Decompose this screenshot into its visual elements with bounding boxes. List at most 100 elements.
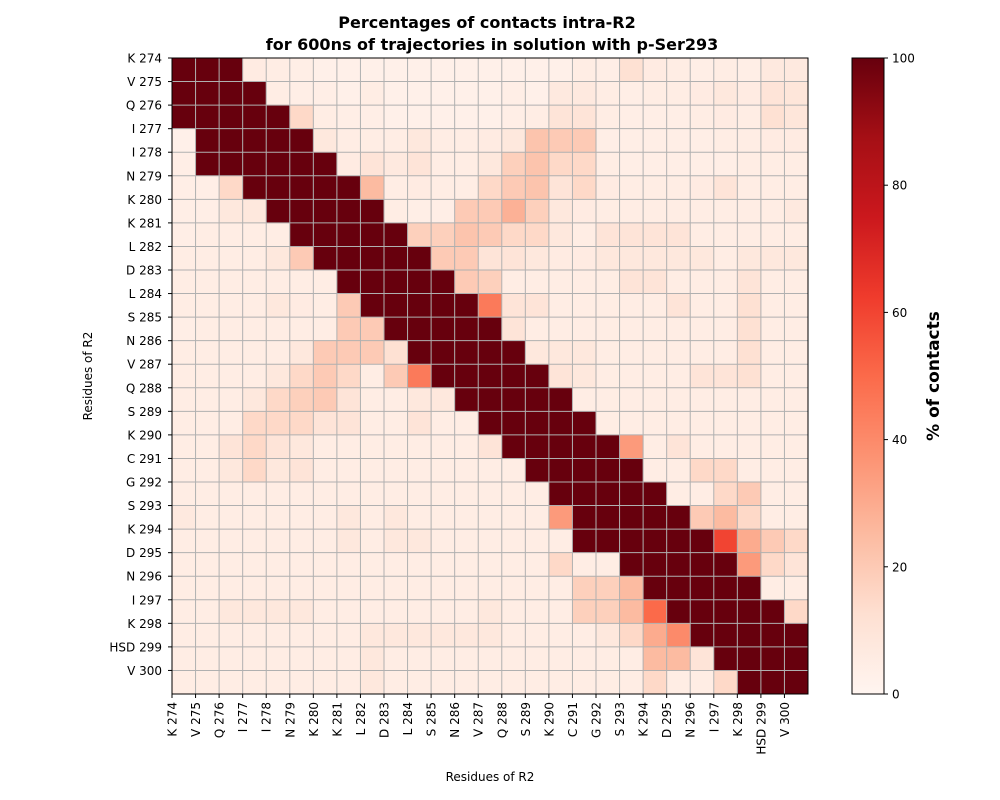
heatmap-cell [360, 505, 385, 530]
heatmap-cell [407, 670, 432, 695]
heatmap-cell [784, 434, 809, 459]
heatmap-cell [737, 340, 762, 365]
heatmap-cell [454, 646, 479, 671]
heatmap-cell [478, 670, 503, 695]
colorbar: 0 20 40 60 80 100 % of contacts [851, 52, 944, 702]
heatmap-cell [713, 458, 738, 483]
y-tick-label: N 279 [126, 169, 162, 183]
heatmap-cell [760, 411, 785, 436]
heatmap-cell [760, 340, 785, 365]
heatmap-cell [242, 599, 267, 624]
heatmap-cell [407, 364, 432, 389]
heatmap-cell [313, 58, 338, 82]
heatmap-cell [478, 128, 503, 153]
heatmap-cell [384, 58, 408, 82]
heatmap-cell [619, 175, 644, 200]
heatmap-cell [172, 411, 196, 436]
heatmap-cell [219, 270, 244, 294]
heatmap-cell [548, 434, 573, 459]
heatmap-cell [360, 646, 385, 671]
heatmap-cell [525, 246, 550, 271]
heatmap-cell [313, 670, 338, 695]
heatmap-cell [572, 411, 597, 436]
heatmap-cell [454, 529, 479, 554]
heatmap-cell [737, 222, 762, 247]
heatmap-cell [643, 128, 668, 153]
heatmap-cell [195, 58, 220, 82]
heatmap-cell [266, 482, 291, 506]
heatmap-cell [454, 152, 479, 177]
heatmap-cell [548, 293, 573, 318]
heatmap-cell [643, 222, 668, 247]
heatmap-cell [737, 128, 762, 153]
heatmap-cell [478, 293, 503, 318]
heatmap-cell [548, 670, 573, 695]
heatmap-cell [195, 505, 220, 530]
heatmap-cell [172, 458, 196, 483]
heatmap-cell [525, 552, 550, 577]
heatmap-cell [242, 222, 267, 247]
heatmap-cell [572, 623, 597, 648]
heatmap-cell [619, 646, 644, 671]
heatmap-cell [690, 411, 715, 436]
heatmap-cell [690, 58, 715, 82]
heatmap-cell [219, 646, 244, 671]
heatmap-cell [666, 81, 691, 106]
x-tick-label: I 278 [260, 702, 274, 732]
heatmap-cell [195, 317, 220, 342]
heatmap-cell [737, 293, 762, 318]
heatmap-cell [336, 293, 361, 318]
heatmap-cell [548, 246, 573, 271]
heatmap-cell [407, 482, 432, 506]
heatmap-cell [737, 387, 762, 412]
heatmap-cell [407, 81, 432, 106]
heatmap-cell [643, 387, 668, 412]
heatmap-cell [242, 105, 267, 130]
heatmap-cell [219, 246, 244, 271]
x-tick-label: K 281 [330, 702, 344, 737]
heatmap-cell [760, 152, 785, 177]
heatmap-cell [336, 623, 361, 648]
heatmap-cell [478, 364, 503, 389]
heatmap-cell [784, 411, 809, 436]
y-tick-label: K 294 [127, 523, 162, 537]
heatmap-cell [501, 246, 526, 271]
heatmap-cell [501, 58, 526, 82]
heatmap-cell [219, 623, 244, 648]
heatmap-cell [713, 576, 738, 601]
heatmap-cell [336, 340, 361, 365]
heatmap-cell [596, 246, 620, 271]
heatmap-cell [336, 646, 361, 671]
heatmap-cell [690, 199, 715, 224]
heatmap-cell [172, 364, 196, 389]
heatmap-cell [619, 623, 644, 648]
heatmap-cell [289, 199, 314, 224]
heatmap-cell [713, 529, 738, 554]
heatmap-cell [548, 505, 573, 530]
heatmap-cell [619, 81, 644, 106]
heatmap-cell [713, 364, 738, 389]
heatmap-cell [501, 387, 526, 412]
heatmap-cell [289, 270, 314, 294]
heatmap-cell [384, 128, 408, 153]
heatmap-cell [737, 199, 762, 224]
y-axis-label: Residues of R2 [81, 332, 95, 421]
heatmap-cell [643, 364, 668, 389]
heatmap-cell [619, 152, 644, 177]
heatmap-cell [690, 387, 715, 412]
heatmap-cell [690, 646, 715, 671]
heatmap-cell [289, 222, 314, 247]
heatmap-cell [478, 387, 503, 412]
heatmap-cell [313, 199, 338, 224]
x-tick-label: K 280 [307, 702, 321, 737]
heatmap-cell [431, 646, 456, 671]
heatmap-cell [266, 58, 291, 82]
heatmap-cell [360, 552, 385, 577]
heatmap-cell [596, 599, 620, 624]
heatmap-cell [690, 293, 715, 318]
heatmap-cell [713, 505, 738, 530]
heatmap-cell [360, 270, 385, 294]
heatmap-cell [407, 175, 432, 200]
heatmap-cell [713, 623, 738, 648]
heatmap-cell [289, 317, 314, 342]
